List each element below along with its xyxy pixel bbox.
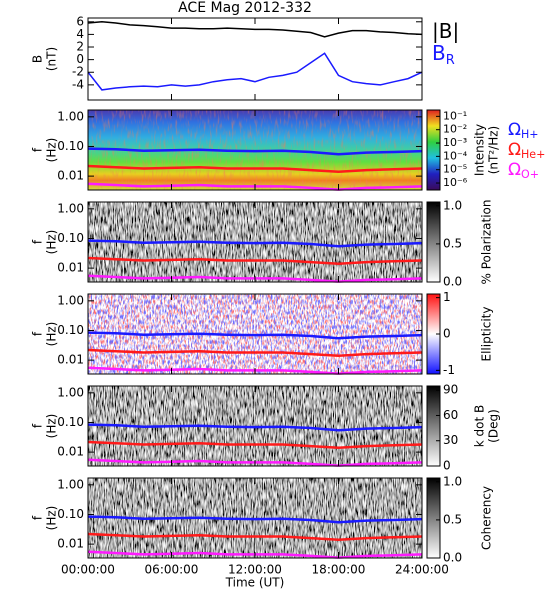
- y-axis-label: f: [31, 423, 45, 428]
- colorbar-tick-label: 10⁻³: [443, 136, 467, 149]
- colorbar-tick-label: 10⁻⁴: [443, 149, 468, 162]
- y-tick-label: 0: [76, 52, 84, 66]
- series-line: [87, 440, 423, 450]
- colorbar-tick-label: 90: [443, 383, 458, 397]
- y-axis-label: (Hz): [45, 506, 59, 531]
- chart-title: ACE Mag 2012-332: [178, 0, 312, 16]
- y-tick-label: 0.01: [57, 537, 84, 551]
- legend-name: |B|: [432, 19, 459, 43]
- colorbar-label: k dot B: [473, 405, 487, 447]
- y-axis-label: (Hz): [45, 414, 59, 439]
- x-tick-label: 00:00:00: [61, 563, 115, 577]
- legend-entry: ΩH+: [508, 120, 539, 141]
- colorbar-tick-label: -1: [443, 363, 455, 377]
- colorbar-label: Coherency: [480, 486, 494, 550]
- colorbar-tick-label: 0.0: [443, 275, 462, 289]
- y-axis-label: f: [31, 147, 45, 152]
- y-tick-label: 1.00: [57, 201, 84, 215]
- colorbar-tick-label: 60: [443, 408, 458, 422]
- y-tick-label: 0.01: [57, 261, 84, 275]
- y-axis-label: B: [31, 55, 45, 63]
- x-tick-label: 18:00:00: [312, 563, 366, 577]
- colorbar-tick-label: 10⁻²: [443, 123, 467, 136]
- colorbar: [426, 385, 441, 467]
- x-axis-label: Time (UT): [225, 576, 285, 590]
- series-line: [87, 52, 423, 91]
- series-line: [87, 331, 423, 340]
- legend-entry: BR: [432, 41, 455, 68]
- x-tick-label: 06:00:00: [145, 563, 199, 577]
- legend-subscript: He+: [521, 148, 545, 161]
- colorbar-tick-label: 1.0: [443, 474, 462, 488]
- legend-name: Ω: [508, 140, 521, 160]
- y-tick-label: 0.10: [57, 415, 84, 429]
- y-axis-label: (Hz): [45, 230, 59, 255]
- colorbar-tick-label: 1: [443, 290, 451, 304]
- series-line: [87, 256, 423, 266]
- y-tick-label: 0.01: [57, 353, 84, 367]
- series-line: [87, 515, 423, 524]
- y-tick-label: -2: [72, 65, 84, 79]
- y-axis-label: f: [31, 331, 45, 336]
- colorbar-tick-label: 10⁻⁶: [443, 176, 468, 189]
- y-axis-label: (Hz): [45, 138, 59, 163]
- colorbar-label: % Polarization: [480, 200, 494, 285]
- legend-subscript: H+: [521, 128, 539, 141]
- colorbar-tick-label: 10⁻¹: [443, 109, 467, 122]
- y-tick-label: 4: [76, 27, 84, 41]
- legend-subscript: O+: [521, 168, 539, 181]
- y-axis-label: f: [31, 239, 45, 244]
- series-line: [87, 423, 423, 432]
- y-tick-label: 6: [76, 14, 84, 28]
- legend-name: Ω: [508, 120, 521, 140]
- y-tick-label: 0.10: [57, 231, 84, 245]
- y-tick-label: 1.00: [57, 109, 84, 123]
- colorbar-label: Ellipticity: [480, 307, 494, 362]
- colorbar-tick-label: 1.0: [443, 198, 462, 212]
- y-tick-label: -4: [72, 77, 84, 91]
- y-tick-label: 0.10: [57, 139, 84, 153]
- y-tick-label: 0.01: [57, 169, 84, 183]
- legend-entry: |B|: [432, 19, 459, 43]
- colorbar-label: (nT²/Hz): [487, 126, 501, 174]
- colorbar: [426, 109, 441, 191]
- series-line: [87, 532, 423, 542]
- series-line: [87, 147, 423, 156]
- colorbar-tick-label: 0: [443, 327, 451, 341]
- y-tick-label: 1.00: [57, 477, 84, 491]
- colorbar-tick-label: 0.5: [443, 512, 462, 526]
- y-tick-label: 2: [76, 40, 84, 54]
- colorbar: [426, 477, 441, 559]
- legend-name: B: [432, 41, 446, 65]
- x-tick-label: 24:00:00: [395, 563, 449, 577]
- colorbar-tick-label: 0.0: [443, 551, 462, 565]
- y-axis-label: f: [31, 515, 45, 520]
- legend-name: Ω: [508, 160, 521, 180]
- colorbar-tick-label: 0.5: [443, 236, 462, 250]
- y-tick-label: 1.00: [57, 293, 84, 307]
- series-line: [87, 348, 423, 358]
- colorbar-tick-label: 0: [443, 459, 451, 473]
- colorbar-tick-label: 30: [443, 433, 458, 447]
- y-tick-label: 0.01: [57, 445, 84, 459]
- colorbar-label: (Deg): [487, 409, 501, 443]
- plot-frame: [87, 17, 423, 101]
- x-tick-label: 12:00:00: [228, 563, 282, 577]
- y-tick-label: 0.10: [57, 507, 84, 521]
- y-tick-label: 0.10: [57, 323, 84, 337]
- series-line: [87, 239, 423, 248]
- colorbar: [426, 201, 441, 283]
- y-tick-label: 1.00: [57, 385, 84, 399]
- legend-subscript: R: [446, 53, 455, 68]
- series-line: [87, 21, 423, 38]
- legend-entry: ΩO+: [508, 160, 539, 181]
- legend-entry: ΩHe+: [508, 140, 545, 161]
- y-axis-label: (Hz): [45, 322, 59, 347]
- y-axis-label: (nT): [45, 47, 59, 71]
- series-line: [87, 164, 423, 174]
- colorbar-tick-label: 10⁻⁵: [443, 163, 467, 176]
- colorbar-label: Intensity: [473, 124, 487, 176]
